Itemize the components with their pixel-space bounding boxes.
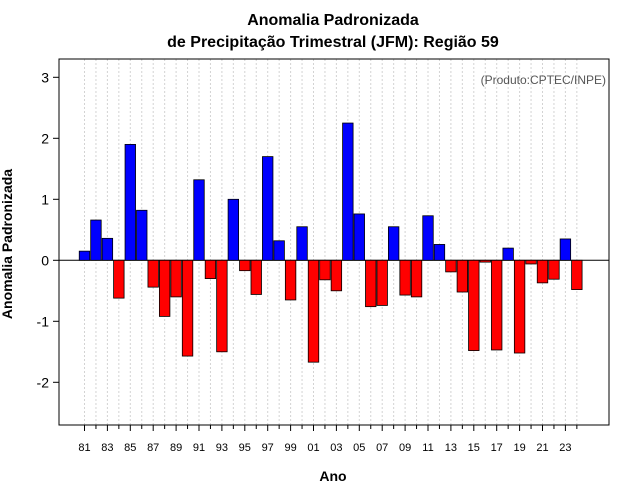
bar-2009 — [399, 259, 411, 296]
x-tick-label: 81 — [78, 442, 90, 454]
y-tick-label: 3 — [41, 69, 49, 85]
y-tick-label: 2 — [41, 130, 49, 146]
grid-lines — [84, 59, 578, 425]
x-tick-label: 19 — [513, 442, 525, 454]
bar-1998 — [273, 240, 285, 261]
x-tick-label: 05 — [353, 442, 365, 454]
x-tick-label: 99 — [284, 442, 296, 454]
bar-1981 — [78, 250, 91, 261]
bar-1983 — [101, 237, 114, 261]
x-tick-label: 11 — [422, 442, 433, 454]
x-tick-label: 23 — [559, 442, 571, 454]
bar-2005 — [353, 213, 365, 261]
bar-2012 — [433, 244, 446, 261]
bar-2021 — [536, 259, 549, 284]
x-tick-label: 93 — [216, 442, 228, 454]
bar-1993 — [216, 259, 228, 353]
bar-1987 — [147, 259, 159, 288]
bar-2001 — [307, 259, 320, 363]
bar-2006 — [365, 259, 377, 308]
bar-2011 — [422, 215, 434, 261]
bar-1997 — [262, 156, 274, 261]
x-tick-label: 03 — [330, 442, 342, 454]
bar-2023 — [559, 238, 572, 261]
bar-2003 — [330, 259, 343, 292]
x-tick-label: 91 — [193, 442, 205, 454]
x-axis-label: Ano — [319, 468, 346, 484]
x-tick-label: 13 — [445, 442, 457, 454]
bar-2014 — [456, 259, 469, 293]
bars — [78, 122, 583, 363]
x-tick-label: 15 — [468, 442, 480, 454]
bar-2004 — [342, 122, 354, 261]
x-tick-label: 87 — [147, 442, 159, 454]
bar-2024 — [571, 259, 583, 290]
bar-1990 — [181, 259, 194, 357]
chart-subtitle: de Precipitação Trimestral (JFM): Região… — [167, 34, 499, 51]
bar-2007 — [376, 259, 388, 306]
bar-1984 — [113, 259, 125, 299]
bar-2013 — [445, 259, 457, 273]
bar-1999 — [284, 259, 297, 301]
bar-2000 — [296, 226, 308, 261]
bar-2016 — [479, 259, 491, 263]
bar-1991 — [193, 179, 205, 261]
bar-2015 — [468, 259, 480, 351]
source-note: (Produto:CPTEC/INPE) — [481, 73, 606, 87]
x-tick-label: 89 — [170, 442, 182, 454]
x-tick-label: 01 — [307, 442, 319, 454]
bar-1996 — [250, 259, 262, 295]
bar-1989 — [170, 259, 182, 298]
bar-2022 — [548, 259, 560, 280]
x-tick-label: 85 — [124, 442, 136, 454]
bar-2020 — [525, 259, 537, 265]
bar-1994 — [227, 198, 240, 261]
bar-1985 — [124, 143, 136, 261]
y-tick-label: 0 — [41, 252, 49, 268]
y-axis: -2 -1 0 1 2 3 — [37, 69, 59, 390]
y-tick-label: -2 — [37, 374, 50, 390]
bar-2008 — [387, 226, 400, 261]
x-tick-label: 17 — [491, 442, 503, 454]
x-tick-label: 83 — [101, 442, 113, 454]
bar-1988 — [158, 259, 171, 317]
bar-2019 — [513, 259, 526, 354]
y-tick-label: -1 — [37, 313, 50, 329]
bar-2017 — [491, 259, 503, 351]
bar-1992 — [204, 259, 217, 279]
y-tick-label: 1 — [41, 191, 49, 207]
plot-frame — [58, 58, 610, 426]
chart-title: Anomalia Padronizada — [247, 12, 419, 29]
bar-2002 — [319, 259, 331, 281]
bar-2010 — [410, 259, 423, 298]
bar-2018 — [502, 247, 514, 261]
x-axis: 81 83 85 87 89 91 93 95 97 99 01 03 05 07 09 11 13 15 17 19… — [78, 425, 578, 454]
bar-1995 — [239, 259, 251, 272]
bar-1982 — [90, 219, 102, 261]
x-tick-label: 07 — [376, 442, 388, 454]
x-tick-label: 21 — [536, 442, 548, 454]
x-tick-label: 09 — [399, 442, 411, 454]
x-tick-label: 95 — [239, 442, 251, 454]
x-tick-label: 97 — [262, 442, 274, 454]
bar-1986 — [136, 209, 148, 261]
y-axis-label: Anomalia Padronizada — [0, 169, 15, 319]
